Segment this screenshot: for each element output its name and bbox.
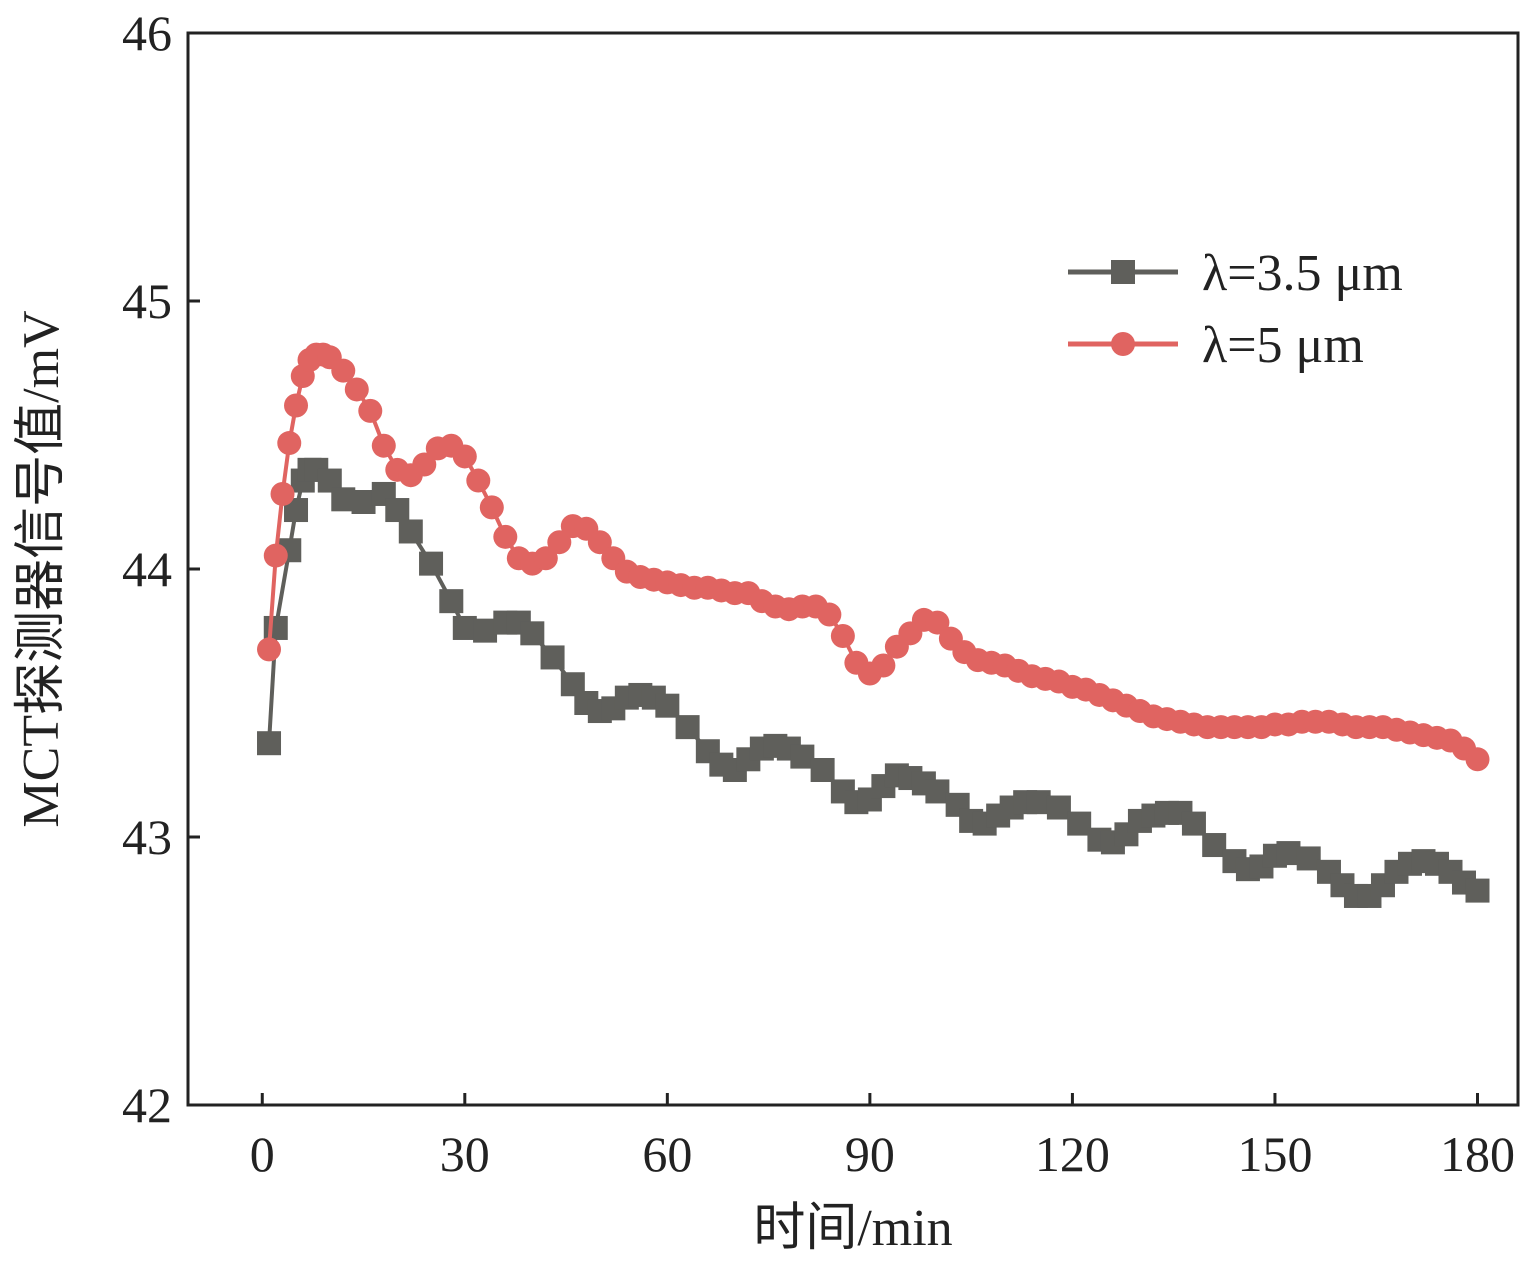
data-point: [351, 490, 376, 514]
data-point: [1465, 878, 1490, 903]
data-point: [675, 715, 700, 740]
data-point: [1276, 841, 1301, 866]
y-tick-label: 44: [122, 541, 172, 597]
x-tick-label: 30: [440, 1126, 490, 1182]
data-point: [398, 519, 423, 544]
data-point: [479, 495, 504, 520]
data-point: [419, 551, 444, 576]
y-axis-ticks: 42 43 44 45 46: [122, 5, 200, 1133]
legend-label-3p5um: λ=3.5 μm: [1202, 245, 1403, 302]
data-point: [533, 546, 558, 571]
series-layer: [257, 342, 1490, 908]
data-point: [817, 602, 842, 627]
data-point: [1296, 846, 1321, 871]
x-tick-label: 120: [1035, 1126, 1110, 1182]
data-point: [790, 744, 815, 769]
x-axis-title: 时间/min: [753, 1200, 952, 1257]
data-point: [587, 530, 612, 555]
y-tick-label: 43: [122, 809, 172, 865]
data-point: [1046, 795, 1071, 820]
data-point: [810, 758, 835, 782]
y-tick-label: 42: [122, 1077, 172, 1133]
data-point: [263, 543, 288, 568]
data-point: [1026, 790, 1051, 815]
x-axis-ticks: 0 30 60 90 120 150 180: [250, 1093, 1515, 1182]
legend: λ=3.5 μm λ=5 μm: [1068, 245, 1403, 374]
series-0: [257, 457, 1490, 908]
data-point: [1181, 811, 1206, 836]
data-point: [466, 468, 491, 493]
data-point: [257, 731, 282, 756]
data-point: [452, 615, 477, 640]
legend-item-3p5um: λ=3.5 μm: [1068, 245, 1403, 302]
data-point: [1465, 747, 1490, 772]
data-point: [473, 618, 498, 643]
data-point: [344, 377, 369, 402]
x-tick-label: 90: [845, 1126, 895, 1182]
data-point: [439, 589, 464, 614]
x-tick-label: 60: [642, 1126, 692, 1182]
x-tick-label: 180: [1440, 1126, 1515, 1182]
data-point: [371, 433, 396, 458]
data-point: [925, 779, 950, 804]
data-point: [871, 653, 896, 678]
data-point: [830, 624, 855, 648]
data-point: [520, 621, 545, 646]
series-1: [257, 342, 1490, 772]
legend-marker-5um: [1111, 332, 1135, 356]
legend-item-5um: λ=5 μm: [1068, 317, 1364, 374]
series-line: [267, 352, 1479, 761]
data-point: [331, 487, 356, 512]
data-point: [263, 615, 288, 640]
data-point: [257, 637, 282, 662]
data-point: [385, 498, 410, 523]
data-point: [452, 444, 477, 469]
data-point: [358, 398, 383, 423]
y-tick-label: 46: [122, 5, 172, 61]
data-point: [493, 524, 518, 549]
data-point: [284, 393, 309, 418]
plot-frame: [186, 31, 1520, 1107]
legend-label-5um: λ=5 μm: [1202, 317, 1364, 374]
y-axis-title: MCT探测器信号值/mV: [13, 310, 70, 827]
data-point: [331, 358, 356, 383]
x-tick-label: 0: [250, 1126, 275, 1182]
data-point: [547, 530, 572, 555]
data-point: [1202, 833, 1227, 858]
data-point: [412, 452, 437, 477]
data-point: [1067, 811, 1092, 836]
legend-marker-3p5um: [1111, 260, 1135, 284]
data-point: [270, 481, 295, 506]
x-tick-label: 150: [1237, 1126, 1312, 1182]
data-point: [655, 693, 680, 718]
data-point: [925, 610, 950, 635]
y-tick-label: 45: [122, 273, 172, 329]
data-point: [277, 431, 302, 456]
data-point: [540, 645, 565, 670]
